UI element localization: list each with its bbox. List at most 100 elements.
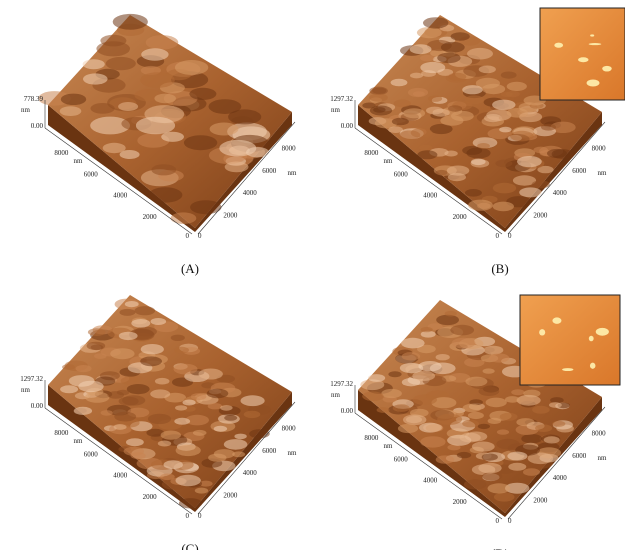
y-axis bbox=[507, 406, 606, 520]
surface-bump bbox=[240, 395, 265, 407]
surface-bump bbox=[485, 397, 507, 408]
y-unit-label: nm bbox=[288, 169, 298, 177]
surface-bump bbox=[150, 318, 167, 325]
surface-bump bbox=[511, 389, 525, 396]
surface-bump bbox=[174, 60, 209, 75]
surface-bump bbox=[533, 146, 548, 154]
x-tick-label: 6000 bbox=[394, 455, 409, 463]
surface-bump bbox=[194, 487, 209, 494]
surface-bump bbox=[232, 451, 246, 458]
surface-bump bbox=[373, 107, 386, 113]
surface-bump bbox=[448, 105, 463, 112]
inset-feature bbox=[562, 368, 574, 372]
surface-bump bbox=[505, 482, 530, 494]
surface-bump bbox=[500, 91, 513, 98]
y-tick-label: 8000 bbox=[592, 429, 607, 437]
panel-caption: (B) bbox=[491, 261, 508, 276]
z-max-label: 1297.32 bbox=[330, 95, 353, 103]
surface-bump bbox=[185, 414, 209, 426]
z-min-label: 0.00 bbox=[341, 407, 354, 415]
surface-bump bbox=[444, 310, 457, 317]
z-unit-label: nm bbox=[331, 391, 341, 399]
surface-bump bbox=[523, 468, 540, 476]
inset-feature bbox=[602, 65, 612, 72]
surface-bump bbox=[469, 399, 483, 406]
x-tick-label: 4000 bbox=[113, 192, 128, 200]
surface-bump bbox=[135, 116, 176, 135]
x-tick-label: 2000 bbox=[453, 213, 468, 221]
surface-bump bbox=[531, 180, 550, 189]
surface-bump bbox=[435, 354, 450, 361]
surface-bump bbox=[543, 436, 560, 444]
surface-bump bbox=[90, 116, 130, 135]
y-unit-label: nm bbox=[598, 454, 608, 462]
y-tick-label: 2000 bbox=[533, 212, 548, 220]
surface-bump bbox=[207, 403, 223, 410]
surface-bump bbox=[465, 376, 488, 387]
surface-bump bbox=[105, 56, 136, 71]
surface-bump bbox=[478, 65, 496, 74]
origin-label: 0 bbox=[496, 517, 500, 525]
surface-bump bbox=[477, 143, 490, 149]
surface-bump bbox=[90, 344, 104, 351]
surface-bump bbox=[483, 345, 504, 355]
surface-bump bbox=[249, 429, 270, 439]
surface-bump bbox=[409, 44, 432, 55]
surface-bump bbox=[134, 89, 161, 102]
panel-caption: (A) bbox=[181, 261, 199, 276]
surface-bump bbox=[440, 115, 464, 126]
inset-image bbox=[539, 7, 625, 101]
surface-bump bbox=[173, 363, 198, 375]
surface-bump bbox=[170, 212, 197, 224]
surface-bump bbox=[362, 391, 384, 401]
panel: 778.39nm0.008000600040002000nm2000400060… bbox=[21, 13, 298, 276]
surface-bump bbox=[482, 368, 495, 374]
y-tick-label: 8000 bbox=[592, 144, 607, 152]
surface-bump bbox=[401, 337, 425, 349]
surface-bump bbox=[521, 434, 543, 444]
surface-bump bbox=[62, 364, 75, 370]
surface-bump bbox=[100, 34, 127, 47]
surface-bump bbox=[59, 106, 82, 116]
surface-bump bbox=[547, 148, 567, 158]
surface-bump bbox=[154, 377, 170, 385]
x-tick-label: 2000 bbox=[453, 498, 468, 506]
surface-bump bbox=[113, 424, 127, 430]
z-min-label: 0.00 bbox=[31, 402, 44, 410]
surface-bump bbox=[388, 126, 403, 133]
y-tick-label: 6000 bbox=[572, 452, 587, 460]
surface-bump bbox=[532, 405, 550, 414]
surface-bump bbox=[223, 439, 248, 450]
surface-bump bbox=[234, 433, 247, 440]
surface-bump bbox=[175, 405, 188, 411]
y-tick-label: 4000 bbox=[553, 474, 568, 482]
surface-bump bbox=[495, 159, 513, 168]
surface-bump bbox=[140, 344, 164, 355]
surface-bump bbox=[412, 394, 437, 406]
z-unit-label: nm bbox=[21, 386, 31, 394]
surface-bump bbox=[499, 412, 518, 421]
surface-bump bbox=[189, 87, 217, 100]
surface-bump bbox=[506, 81, 527, 91]
inset-feature bbox=[588, 335, 594, 342]
surface-bump bbox=[403, 414, 427, 426]
surface-bump bbox=[527, 452, 554, 465]
x-tick-label: 8000 bbox=[54, 429, 69, 437]
surface-bump bbox=[192, 429, 207, 436]
z-unit-label: nm bbox=[331, 106, 341, 114]
x-tick-label: 6000 bbox=[394, 170, 409, 178]
surface-bump bbox=[134, 306, 156, 316]
surface-bump bbox=[464, 95, 485, 105]
surface-bump bbox=[123, 446, 144, 456]
surface-bump bbox=[110, 348, 135, 360]
x-tick-label: 4000 bbox=[423, 477, 438, 485]
surface-bump bbox=[431, 397, 457, 409]
surface-bump bbox=[75, 365, 92, 373]
x-tick-label: 4000 bbox=[113, 472, 128, 480]
surface-bump bbox=[500, 71, 517, 79]
surface-bump bbox=[417, 150, 438, 160]
surface-bump bbox=[163, 90, 198, 107]
y-unit-label: nm bbox=[288, 449, 298, 457]
surface-bump bbox=[83, 73, 108, 85]
x-axis bbox=[44, 407, 193, 515]
